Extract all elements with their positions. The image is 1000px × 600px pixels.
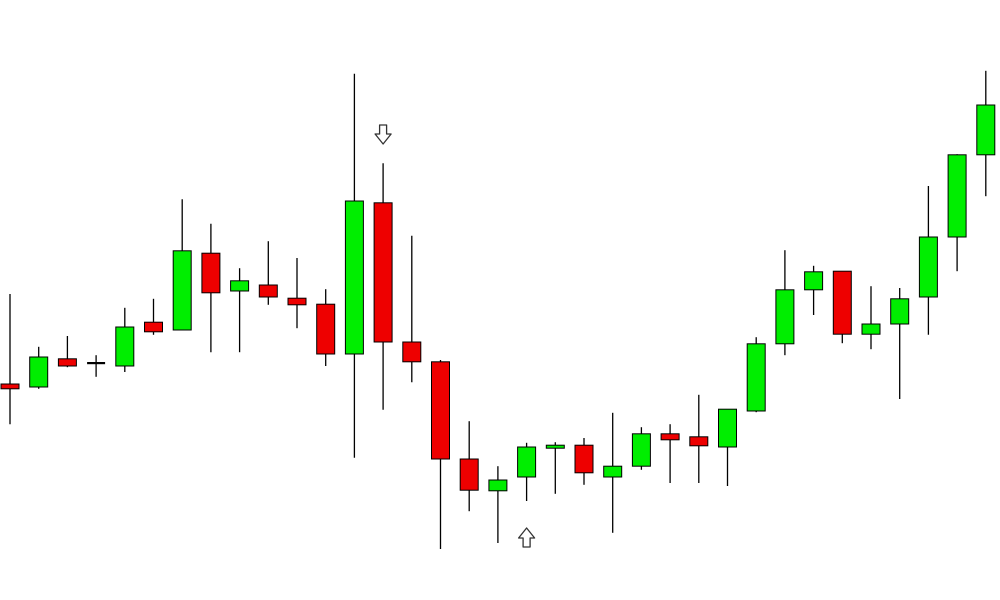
candle-body-bearish (287, 297, 307, 306)
candle (804, 265, 824, 315)
candles-layer (0, 70, 996, 549)
candle-body-bullish (172, 250, 192, 331)
annotations-layer (374, 124, 536, 548)
candle (287, 258, 307, 329)
candle (0, 294, 20, 425)
candle (832, 270, 852, 344)
candle-body-bearish (832, 270, 852, 335)
candle-body-bearish (660, 433, 680, 441)
candle (660, 424, 680, 483)
candle-body-bearish (373, 202, 393, 343)
arrow-down-icon (374, 124, 392, 145)
candle-body-bullish (775, 289, 795, 345)
candle-body-bullish (890, 298, 910, 325)
candle-body-bullish (804, 271, 824, 291)
candle-body-bearish (258, 284, 278, 298)
candle-body-bullish (861, 323, 881, 335)
candle (316, 289, 336, 366)
candle (890, 288, 910, 399)
candle-body-bullish (545, 444, 565, 449)
candle (545, 442, 565, 494)
candle-body-bearish (402, 341, 422, 363)
candle (976, 70, 996, 197)
candle-body-bearish (0, 383, 20, 390)
candle-body-bearish (689, 436, 709, 447)
candle (258, 241, 278, 305)
candle-body-bullish (230, 280, 250, 292)
candle-body-bullish (517, 446, 537, 478)
candle (459, 421, 479, 512)
candle-body-bearish (316, 303, 336, 355)
candle (172, 199, 192, 331)
candle-body-bullish (631, 433, 651, 467)
candle-body-bearish (144, 321, 163, 333)
candle-body-bearish (201, 252, 221, 294)
candle (746, 337, 766, 413)
candle (87, 355, 106, 377)
candle-body-bullish (115, 326, 135, 367)
candle (574, 438, 594, 485)
candle (517, 442, 537, 501)
candle-body-bullish (947, 154, 967, 238)
candle (718, 408, 737, 486)
candle (230, 268, 250, 353)
candle-body-bearish (57, 358, 77, 367)
candle (57, 336, 77, 368)
candle (29, 346, 49, 389)
candle-body-bullish (718, 408, 737, 448)
candle-body-bullish (344, 200, 364, 355)
candle-body-bearish (459, 458, 479, 491)
candle (918, 186, 938, 335)
candle-body-bullish (976, 104, 996, 156)
candle (402, 235, 422, 383)
candle (861, 286, 881, 350)
candle (115, 307, 135, 372)
arrow-up-icon (517, 527, 536, 548)
candle-body-bearish (574, 444, 594, 474)
candle-body-bullish (29, 356, 49, 388)
candle (775, 250, 795, 356)
candle (689, 394, 709, 483)
candle-body-bullish (918, 236, 938, 298)
candle-body-bearish (431, 361, 450, 460)
candle (631, 427, 651, 470)
candle (373, 163, 393, 410)
candle-body-bullish (746, 343, 766, 412)
candle (488, 466, 508, 543)
candle (344, 73, 364, 458)
candle-body-bullish (87, 362, 106, 365)
candle (144, 298, 163, 335)
candle-body-bullish (488, 479, 508, 492)
candle (431, 360, 450, 549)
candle-body-bullish (603, 465, 623, 478)
candle (947, 154, 967, 272)
candle (201, 223, 221, 353)
candle (603, 412, 623, 533)
